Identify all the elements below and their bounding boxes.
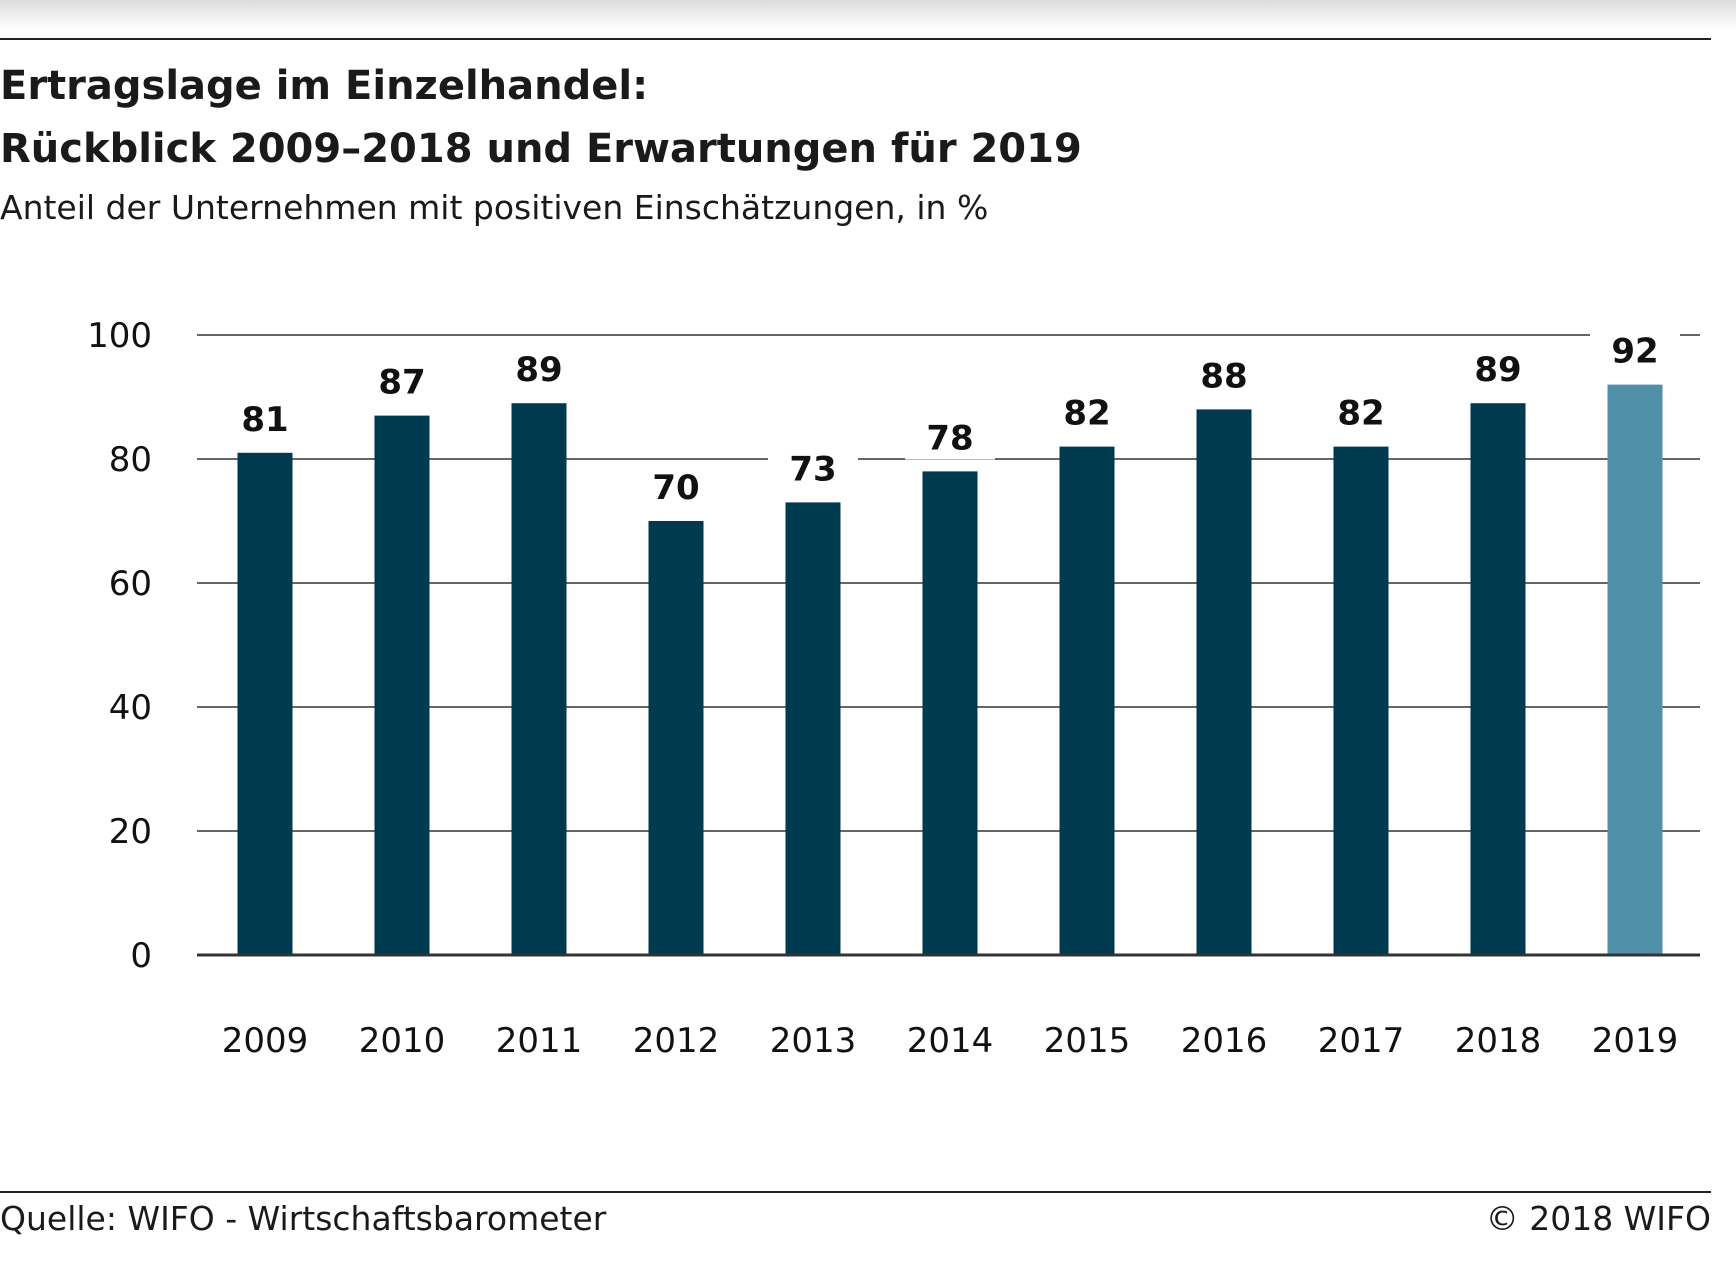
data-label-background: [220, 394, 310, 441]
y-axis-tick-labels: 0 20 40 60 80 100: [87, 316, 152, 976]
bar: [511, 403, 567, 955]
x-tick-label: 2011: [496, 1021, 583, 1061]
x-tick-label: 2012: [633, 1021, 720, 1061]
data-label-background: [1453, 345, 1543, 392]
bar: [785, 502, 841, 955]
bar: [374, 415, 430, 956]
bar: [922, 471, 978, 955]
copyright-note: © 2018 WIFO: [1485, 1199, 1711, 1238]
data-label: 89: [515, 350, 562, 390]
y-tick-label: 20: [109, 812, 152, 852]
x-tick-label: 2014: [907, 1021, 994, 1061]
bar: [1470, 403, 1526, 955]
x-tick-label: 2018: [1455, 1021, 1542, 1061]
data-label: 89: [1474, 350, 1521, 390]
bar: [1333, 446, 1389, 955]
x-tick-label: 2009: [222, 1021, 309, 1061]
data-label: 88: [1200, 356, 1247, 396]
chart-subtitle: Anteil der Unternehmen mit positiven Ein…: [0, 188, 989, 227]
data-label-background: [631, 463, 721, 509]
header-rule: [0, 38, 1711, 40]
data-label-background: [905, 413, 995, 460]
chart-title-line-1: Ertragslage im Einzelhandel:: [0, 63, 649, 109]
x-tick-label: 2010: [359, 1021, 446, 1061]
y-tick-label: 80: [109, 440, 152, 480]
data-label: 81: [241, 400, 288, 440]
bar: [648, 521, 704, 955]
bar-chart: 0 20 40 60 80 100 81 87 89 70 73 78 82 88 82 89 92 2009…: [87, 316, 1700, 1061]
data-label: 82: [1337, 394, 1384, 434]
bar: [237, 452, 293, 955]
y-tick-label: 100: [87, 316, 152, 356]
data-label-background: [1316, 388, 1406, 435]
data-label-background: [494, 345, 584, 392]
x-tick-label: 2017: [1318, 1021, 1405, 1061]
data-labels: 81 87 89 70 73 78 82 88 82 89 92: [220, 326, 1680, 509]
source-note: Quelle: WIFO - Wirtschaftsbarometer: [0, 1199, 607, 1238]
x-tick-label: 2015: [1044, 1021, 1131, 1061]
y-tick-label: 60: [109, 564, 152, 604]
x-tick-label: 2019: [1592, 1021, 1679, 1061]
chart-title-line-2: Rückblick 2009–2018 und Erwartungen für …: [0, 126, 1082, 172]
data-label-background: [1042, 388, 1132, 435]
footer-rule: [0, 1191, 1711, 1193]
bars: [237, 384, 1663, 956]
y-tick-label: 40: [109, 688, 152, 728]
data-label-background: [768, 444, 858, 491]
data-label: 82: [1063, 394, 1110, 434]
data-label-background: [1590, 326, 1680, 373]
bar: [1196, 409, 1252, 955]
x-axis-tick-labels: 2009 2010 2011 2012 2013 2014 2015 2016 2017 2018…: [222, 1021, 1679, 1061]
x-tick-label: 2016: [1181, 1021, 1268, 1061]
data-label: 70: [652, 468, 699, 508]
x-tick-label: 2013: [770, 1021, 857, 1061]
y-tick-label: 0: [130, 936, 152, 976]
top-shade: [0, 0, 1736, 30]
data-label: 78: [926, 418, 973, 458]
data-label: 92: [1611, 332, 1658, 372]
data-label-background: [1179, 351, 1269, 398]
data-label: 73: [789, 449, 836, 489]
data-label: 87: [378, 363, 425, 403]
data-label-background: [357, 357, 447, 404]
bar: [1059, 446, 1115, 955]
bar: [1607, 384, 1663, 956]
